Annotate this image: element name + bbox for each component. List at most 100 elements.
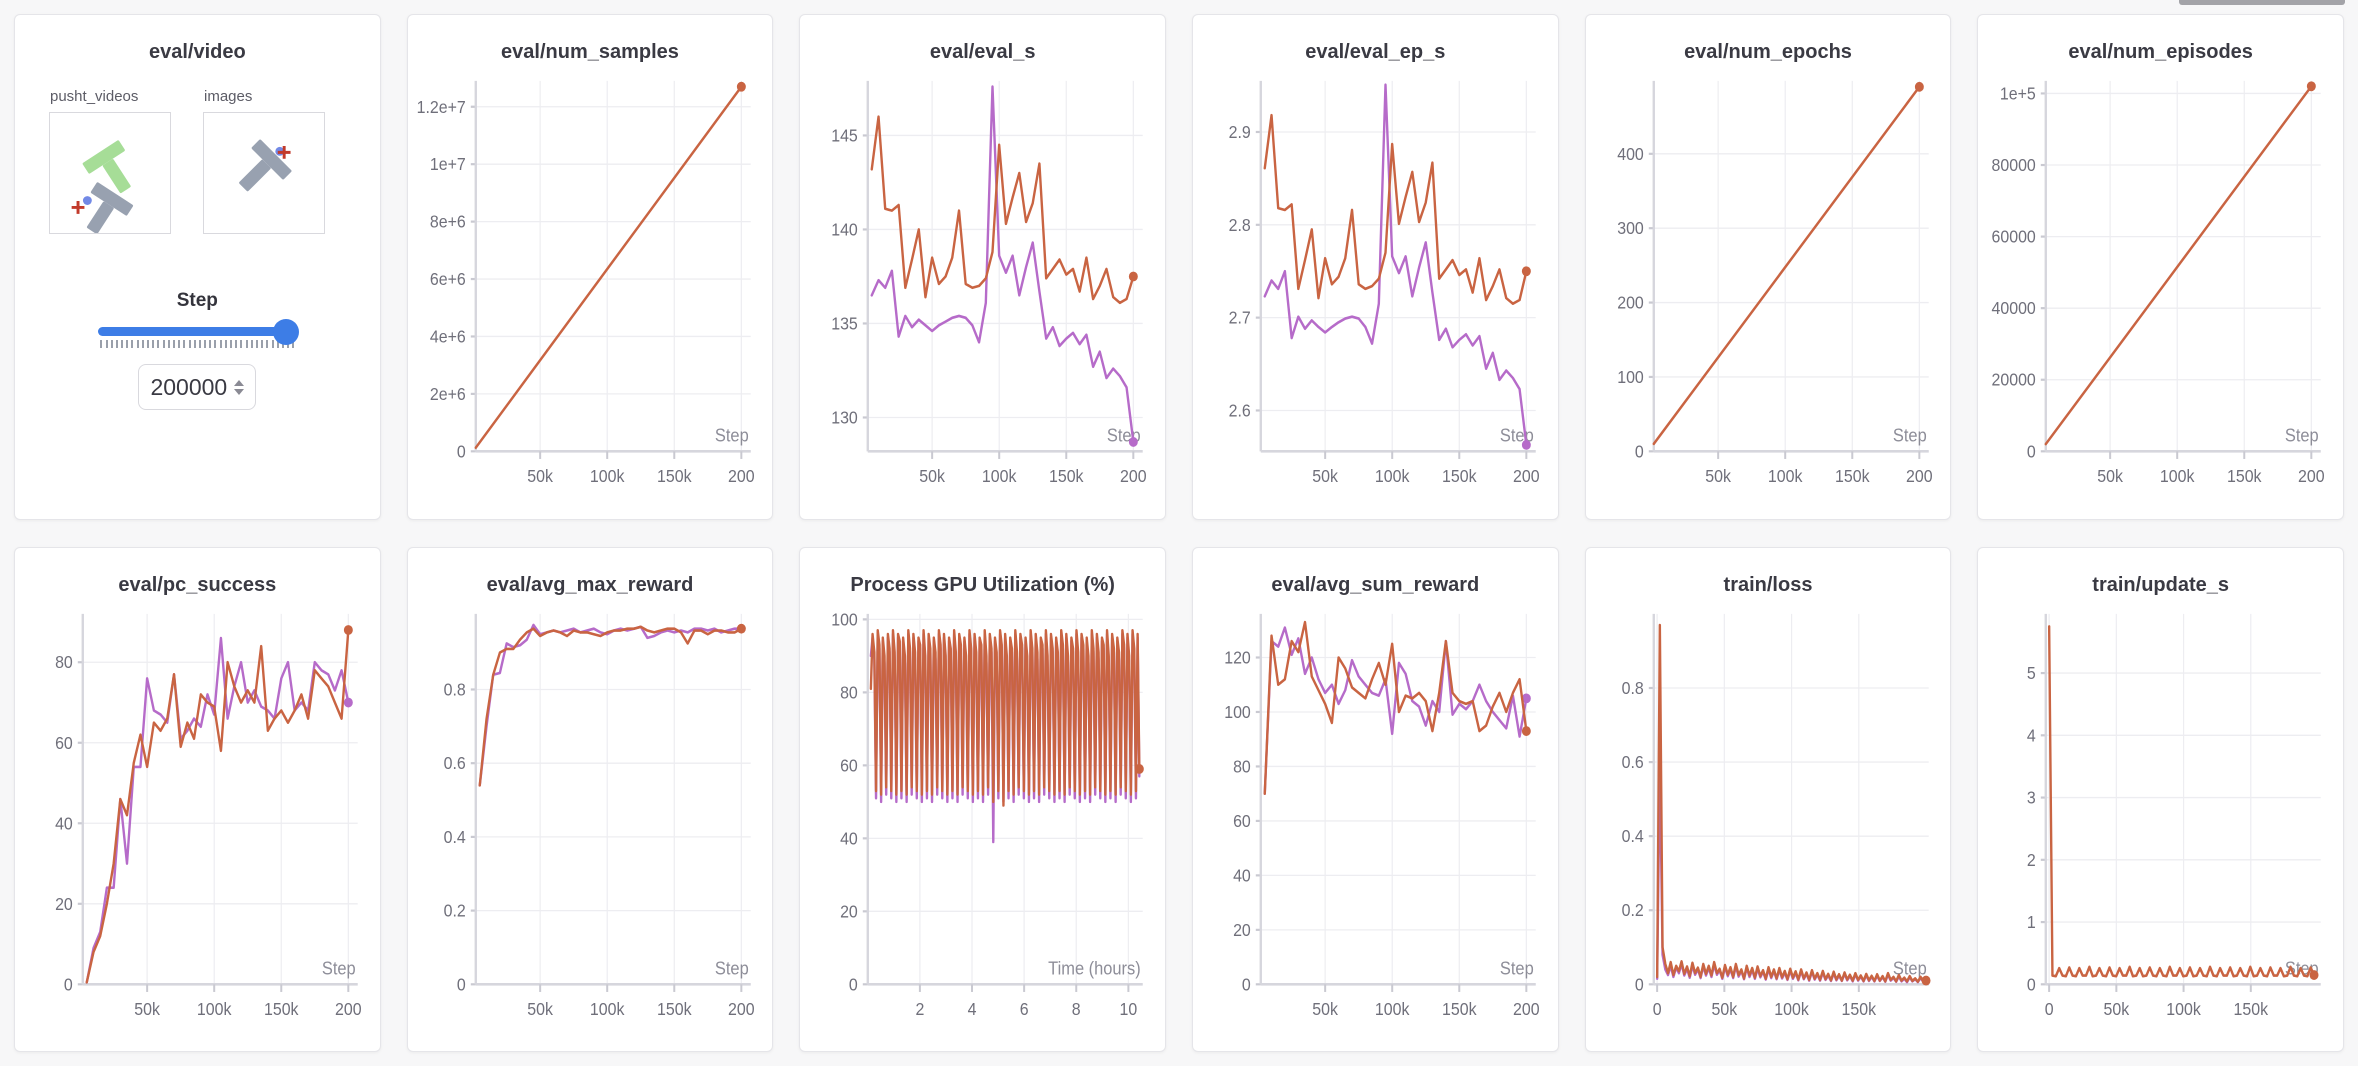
panel-title: eval/avg_sum_reward (1271, 573, 1480, 596)
svg-text:150k: 150k (2234, 999, 2269, 1019)
svg-text:0.2: 0.2 (1621, 900, 1643, 920)
svg-text:0: 0 (1635, 974, 1644, 994)
panel-title: train/loss (1723, 573, 1813, 596)
chart-canvas[interactable]: 0 0.2 0.4 0.6 0.8 0 50k 100k 150k Step (1594, 603, 1943, 1046)
svg-text:40000: 40000 (1992, 299, 2036, 319)
svg-text:60: 60 (840, 755, 858, 775)
agent-dot (82, 196, 92, 205)
svg-text:100k: 100k (590, 999, 625, 1019)
pusht-video-thumbnail[interactable] (49, 112, 171, 234)
panel-title: eval/num_episodes (2068, 41, 2253, 63)
svg-text:150k: 150k (1049, 466, 1084, 486)
svg-text:2.6: 2.6 (1229, 401, 1251, 421)
panel-title: train/update_s (2092, 573, 2229, 596)
svg-text:400: 400 (1617, 144, 1644, 164)
stepper-down-icon[interactable] (234, 388, 245, 395)
chart-canvas[interactable]: 0 0.2 0.4 0.6 0.8 50k 100k 150k 200 Step (416, 603, 765, 1046)
svg-text:130: 130 (832, 408, 859, 428)
panel-title: eval/num_epochs (1684, 41, 1852, 63)
svg-text:20: 20 (1233, 920, 1251, 940)
svg-text:150k: 150k (2227, 466, 2262, 486)
svg-text:0: 0 (457, 974, 466, 994)
media-caption: pusht_videos (50, 88, 139, 105)
svg-text:200: 200 (728, 999, 755, 1019)
svg-text:2: 2 (2027, 850, 2036, 870)
svg-text:10: 10 (1120, 999, 1138, 1019)
svg-text:200: 200 (1513, 466, 1540, 486)
svg-text:100: 100 (832, 609, 859, 629)
svg-text:200: 200 (1513, 999, 1540, 1019)
svg-text:135: 135 (832, 314, 859, 334)
step-slider-track[interactable] (98, 318, 300, 345)
svg-text:60: 60 (1233, 811, 1251, 831)
chart-canvas[interactable]: 0 2e+6 4e+6 6e+6 8e+6 1e+7 1.2e+7 50k 100k 150k 20… (416, 70, 765, 513)
chart-canvas[interactable]: 2.6 2.7 2.8 2.9 50k 100k 150k 200 Step (1201, 70, 1550, 513)
stepper-up-icon[interactable] (234, 379, 245, 386)
svg-text:60000: 60000 (1992, 227, 2036, 247)
step-value: 200000 (150, 373, 228, 400)
svg-text:80: 80 (840, 682, 858, 702)
svg-text:1e+7: 1e+7 (430, 155, 466, 175)
svg-text:50k: 50k (527, 999, 553, 1019)
svg-text:6e+6: 6e+6 (430, 269, 466, 289)
chart-canvas[interactable]: 0 20 40 60 80 50k 100k 150k 200 Step (23, 603, 372, 1046)
svg-text:50k: 50k (1312, 466, 1338, 486)
chart-canvas[interactable]: 0 20 40 60 80 100 120 50k 100k 150k 200 Step (1201, 603, 1550, 1046)
panel-title: eval/video (148, 41, 246, 63)
step-slider[interactable] (98, 318, 300, 348)
images-thumbnail[interactable] (203, 112, 325, 234)
step-value-input[interactable]: 200000 (138, 364, 257, 410)
chart-canvas[interactable]: 0 20000 40000 60000 80000 1e+5 50k 100k 150k 200 S… (1986, 70, 2335, 513)
panel-eval-num-episodes: eval/num_episodes 0 20000 40000 60000 80000 1… (1977, 14, 2344, 520)
target-cross-icon (277, 145, 291, 159)
panel-train-loss: train/loss 0 0.2 0.4 0.6 0.8 0 50k 100k 150k Step (1584, 546, 1952, 1052)
svg-text:4: 4 (2027, 725, 2036, 745)
svg-text:Step: Step (322, 957, 356, 978)
svg-text:Step: Step (715, 957, 749, 978)
svg-text:100k: 100k (1375, 466, 1410, 486)
chart-canvas[interactable]: 0 100 200 300 400 50k 100k 150k 200 Step (1594, 70, 1943, 513)
panel-title: eval/avg_max_reward (486, 573, 694, 596)
svg-text:0.4: 0.4 (1621, 826, 1643, 846)
chart-canvas[interactable]: 0 1 2 3 4 5 0 50k 100k 150k Step (1986, 603, 2335, 1046)
svg-text:20: 20 (840, 901, 858, 921)
panel-train-update-s: train/update_s 0 1 2 3 4 5 0 50k 100k 150k Step (1977, 546, 2344, 1052)
svg-text:1: 1 (2027, 912, 2036, 932)
svg-text:100k: 100k (2160, 466, 2195, 486)
panel-eval-eval-s: eval/eval_s 130 135 140 145 50k 100k 150k 200 St… (799, 14, 1166, 520)
panel-gpu-utilization: Process GPU Utilization (%) 0 20 40 60 80 100… (799, 546, 1166, 1052)
svg-text:2.8: 2.8 (1229, 215, 1251, 235)
panel-title: eval/num_samples (501, 41, 679, 63)
chart-canvas[interactable]: 0 20 40 60 80 100 2 4 6 8 10 Time (hours) (808, 603, 1157, 1046)
svg-text:0.8: 0.8 (443, 679, 465, 699)
svg-text:1.2e+7: 1.2e+7 (416, 97, 465, 117)
svg-text:0: 0 (457, 442, 466, 462)
svg-text:145: 145 (832, 126, 859, 146)
svg-text:3: 3 (2027, 787, 2036, 807)
svg-text:200: 200 (1617, 293, 1644, 313)
chart-canvas[interactable]: 130 135 140 145 50k 100k 150k 200 Step (808, 70, 1157, 513)
svg-text:200: 200 (728, 466, 755, 486)
step-slider-thumb[interactable] (273, 318, 300, 345)
svg-text:50k: 50k (527, 466, 553, 486)
svg-text:40: 40 (1233, 865, 1251, 885)
svg-text:2.9: 2.9 (1229, 122, 1251, 142)
svg-text:200: 200 (335, 999, 362, 1019)
svg-text:150k: 150k (1442, 999, 1477, 1019)
svg-text:50k: 50k (1312, 999, 1338, 1019)
panel-eval-num-samples: eval/num_samples 0 2e+6 4e+6 6e+6 8e+6 1e+7 1.… (406, 14, 774, 520)
svg-text:8: 8 (1072, 999, 1081, 1019)
target-cross-icon (71, 201, 85, 214)
svg-text:Step: Step (715, 425, 749, 446)
svg-text:2: 2 (916, 999, 925, 1019)
panel-title: eval/eval_ep_s (1305, 41, 1446, 63)
svg-text:1e+5: 1e+5 (2000, 84, 2036, 104)
horizontal-scrollbar-thumb[interactable] (2179, 0, 2345, 5)
svg-text:50k: 50k (1705, 466, 1731, 486)
svg-text:80: 80 (55, 652, 73, 672)
svg-text:0: 0 (2027, 974, 2036, 994)
stepper-buttons (234, 379, 245, 395)
svg-text:50k: 50k (2104, 999, 2130, 1019)
media-pusht-videos: pusht_videos (49, 88, 171, 234)
